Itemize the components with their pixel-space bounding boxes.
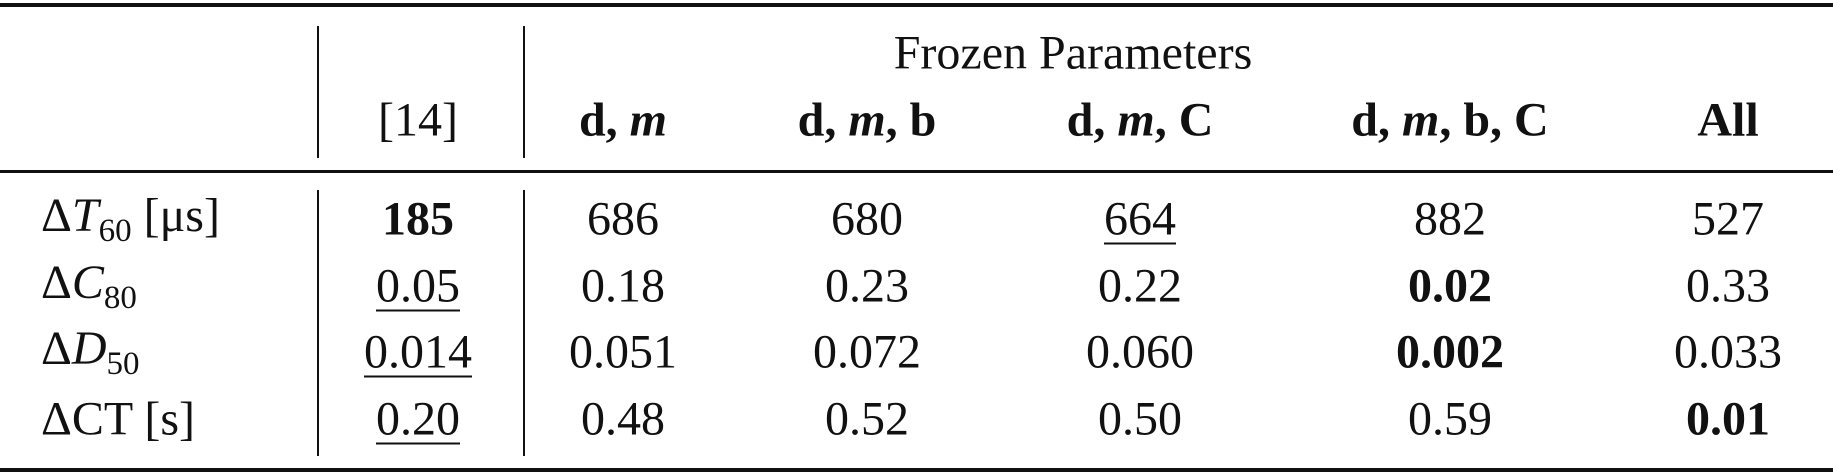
vline: [317, 26, 319, 158]
l-part: Δ: [41, 392, 72, 446]
l-part: 80: [103, 280, 137, 316]
group-header: Frozen Parameters: [893, 26, 1253, 80]
row-label: ΔT60 [μs]: [41, 188, 220, 250]
cell: 0.18: [581, 259, 665, 313]
cell: 185: [382, 192, 454, 246]
cell: 0.33: [1686, 259, 1770, 313]
cell: 0.002: [1396, 325, 1504, 379]
cell: 0.59: [1408, 392, 1492, 446]
cell: 0.02: [1408, 259, 1492, 313]
vline: [317, 190, 319, 456]
cell: 664: [1104, 192, 1176, 246]
cell: 0.072: [813, 325, 921, 379]
h-part: d: [1066, 93, 1094, 147]
l-part: Δ: [41, 256, 72, 309]
h-part: ,: [1439, 93, 1452, 147]
h-part: ,: [885, 93, 898, 147]
column-header: All: [1697, 93, 1759, 147]
cell: 0.01: [1686, 392, 1770, 446]
cell: 686: [587, 192, 659, 246]
cell: 882: [1414, 192, 1486, 246]
h-part: b: [1463, 93, 1491, 147]
l-part: 60: [98, 213, 132, 249]
h-part: b: [909, 93, 937, 147]
l-part: [s]: [144, 392, 195, 446]
h-part: ,: [824, 93, 837, 147]
h-part: ,: [605, 93, 618, 147]
h-part: C: [1514, 93, 1549, 147]
h-part: ,: [1154, 93, 1167, 147]
vline: [523, 190, 525, 456]
h-part: ,: [1377, 93, 1390, 147]
bottom-rule: [0, 468, 1833, 472]
l-part: Δ: [41, 322, 72, 375]
h-part: m: [629, 93, 668, 147]
row-label: ΔC80: [41, 255, 137, 317]
h-part: d: [578, 93, 606, 147]
l-part: T: [71, 189, 99, 242]
cell: 0.20: [376, 392, 460, 446]
l-part: CT: [71, 392, 133, 446]
column-header: d, m: [579, 93, 667, 148]
column-header: d, m, C: [1067, 93, 1214, 148]
l-part: D: [71, 322, 107, 375]
h-part: C: [1178, 93, 1214, 147]
mid-rule: [0, 170, 1833, 173]
l-part: 50: [106, 346, 140, 382]
cell: 0.23: [825, 259, 909, 313]
cell: 0.50: [1098, 392, 1182, 446]
cell: 0.051: [569, 325, 677, 379]
cell: 0.52: [825, 392, 909, 446]
cell: 0.05: [376, 259, 460, 313]
row-label: ΔD50: [41, 321, 140, 383]
h-part: d: [1351, 93, 1378, 147]
column-header: d, m, b, C: [1351, 93, 1548, 148]
h-part: ,: [1490, 93, 1503, 147]
cell: 0.033: [1674, 325, 1782, 379]
h-part: d: [797, 93, 825, 147]
row-label: ΔCT [s]: [41, 392, 195, 447]
column-header: [14]: [378, 93, 458, 147]
cell: 0.22: [1098, 259, 1182, 313]
l-part: Δ: [41, 189, 72, 242]
l-part: [μs]: [143, 189, 220, 242]
l-part: C: [71, 256, 104, 309]
h-part: ,: [1093, 93, 1106, 147]
h-part: m: [1117, 93, 1155, 147]
top-rule: [0, 3, 1833, 7]
column-header: d, m, b: [798, 93, 937, 148]
h-part: m: [1401, 93, 1440, 147]
vline: [523, 26, 525, 158]
cell: 0.060: [1086, 325, 1194, 379]
cell: 527: [1692, 192, 1764, 246]
cell: 680: [831, 192, 903, 246]
cell: 0.014: [364, 325, 472, 379]
h-part: m: [848, 93, 886, 147]
cell: 0.48: [581, 392, 665, 446]
